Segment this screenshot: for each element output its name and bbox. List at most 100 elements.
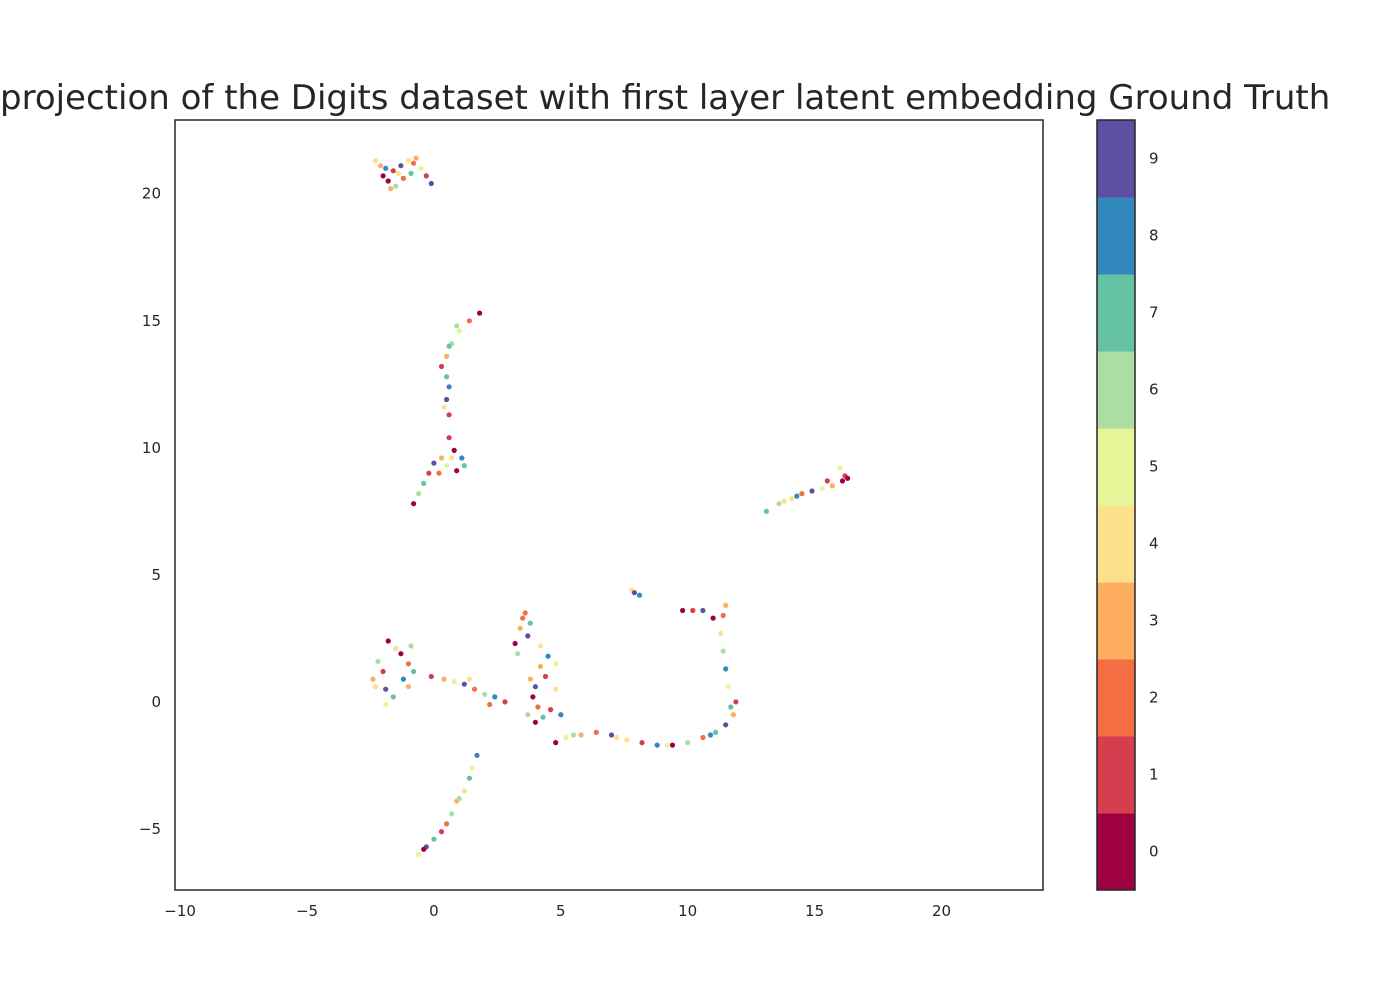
y-tick-label: 15 xyxy=(142,312,161,330)
data-point xyxy=(385,178,391,184)
y-tick-label: 5 xyxy=(151,566,161,584)
data-point xyxy=(454,323,460,329)
colorbar-label: 1 xyxy=(1149,766,1159,784)
data-point xyxy=(700,734,706,741)
data-point xyxy=(428,180,434,187)
data-point xyxy=(718,630,724,636)
data-point xyxy=(471,686,478,692)
colorbar-segment xyxy=(1097,197,1135,275)
data-point xyxy=(728,704,734,710)
data-point xyxy=(713,729,719,736)
data-point xyxy=(525,712,531,718)
colorbar-label: 8 xyxy=(1149,227,1159,245)
data-point xyxy=(515,651,521,657)
x-tick-label: 10 xyxy=(678,902,697,920)
data-point xyxy=(829,483,835,489)
data-point xyxy=(444,374,450,380)
colorbar-segment xyxy=(1097,505,1135,583)
data-point xyxy=(431,836,437,842)
data-point xyxy=(398,163,404,169)
data-point xyxy=(520,615,526,621)
data-point xyxy=(438,363,445,370)
data-point xyxy=(461,788,467,794)
data-point xyxy=(725,684,731,690)
colorbar: 0 1 2 3 4 5 6 7 8 9 xyxy=(1096,119,1159,891)
data-point xyxy=(809,488,815,494)
data-point xyxy=(466,318,472,324)
data-point xyxy=(593,729,599,736)
data-point xyxy=(723,602,729,609)
data-point xyxy=(532,719,539,725)
data-point xyxy=(408,643,414,649)
colorbar-segment xyxy=(1097,813,1135,891)
data-point xyxy=(824,478,830,484)
data-point xyxy=(799,491,805,497)
data-point xyxy=(372,158,379,164)
data-point xyxy=(438,829,445,835)
data-point xyxy=(446,435,452,441)
data-point xyxy=(781,498,787,504)
colorbar-label: 0 xyxy=(1149,843,1159,861)
data-point xyxy=(441,404,447,410)
data-point xyxy=(553,661,559,667)
y-tick-label: −5 xyxy=(139,820,161,838)
data-point xyxy=(451,679,457,685)
colorbar-label: 6 xyxy=(1149,381,1159,399)
colorbar-segment xyxy=(1097,582,1135,660)
data-point xyxy=(456,795,462,802)
data-point xyxy=(426,470,432,476)
data-point xyxy=(438,455,445,461)
data-point xyxy=(690,607,696,614)
data-point xyxy=(400,175,406,181)
data-point xyxy=(537,643,544,649)
data-point xyxy=(631,590,638,596)
data-point xyxy=(418,165,424,171)
data-point xyxy=(383,701,389,708)
chart-title: projection of the Digits dataset with fi… xyxy=(0,78,1331,118)
data-point xyxy=(398,651,404,657)
data-point xyxy=(789,496,795,502)
data-point xyxy=(839,478,846,484)
data-point xyxy=(680,607,686,614)
data-point xyxy=(763,508,770,514)
data-point xyxy=(405,661,412,667)
data-point xyxy=(710,615,716,621)
data-point xyxy=(431,460,437,466)
plot-area-frame xyxy=(174,119,1044,891)
data-point xyxy=(776,501,782,507)
data-point xyxy=(421,846,427,852)
data-point xyxy=(527,620,533,626)
data-point xyxy=(416,851,422,858)
data-point xyxy=(522,610,528,616)
colorbar-label: 7 xyxy=(1149,304,1159,322)
scatter-points xyxy=(370,155,851,858)
data-point xyxy=(461,681,467,687)
colorbar-label: 5 xyxy=(1149,458,1159,476)
data-point xyxy=(535,704,541,710)
data-point xyxy=(395,170,401,176)
y-axis-ticks: −5 0 5 10 15 20 xyxy=(139,185,161,838)
data-point xyxy=(372,684,379,690)
data-point xyxy=(723,666,729,672)
data-point xyxy=(545,653,551,659)
x-tick-label: 0 xyxy=(429,902,439,920)
data-point xyxy=(553,686,559,692)
data-point xyxy=(375,658,381,664)
data-point xyxy=(446,412,452,418)
data-point xyxy=(393,183,399,189)
data-point xyxy=(423,173,429,179)
data-point xyxy=(540,714,546,720)
x-tick-label: −10 xyxy=(164,902,196,920)
colorbar-label: 4 xyxy=(1149,535,1159,553)
data-point xyxy=(388,186,394,192)
x-tick-label: 20 xyxy=(932,902,951,920)
data-point xyxy=(421,480,427,486)
data-point xyxy=(639,740,645,746)
data-point xyxy=(466,775,472,781)
data-point xyxy=(449,811,455,817)
data-point xyxy=(614,734,620,741)
data-point xyxy=(654,742,660,748)
data-point xyxy=(477,310,483,316)
data-point xyxy=(707,732,714,738)
